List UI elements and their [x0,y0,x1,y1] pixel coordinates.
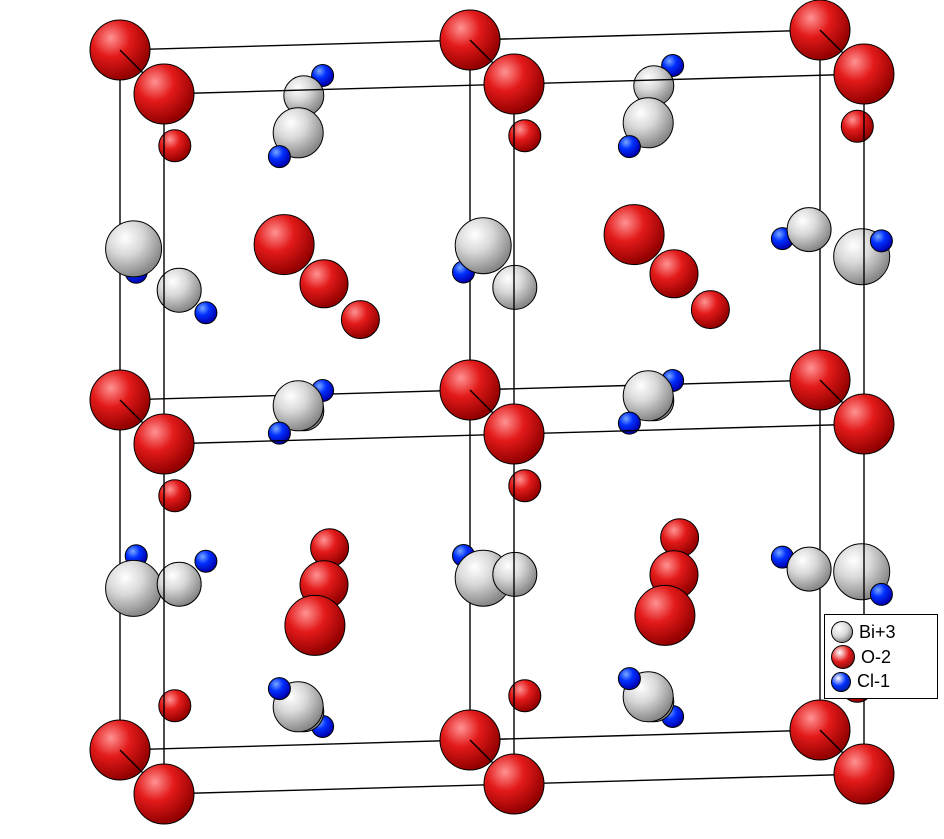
atom-Bi [106,221,162,277]
atom-O [300,260,348,308]
atom-O [484,54,544,114]
atom-O [604,205,664,265]
atom-Cl [618,668,640,690]
legend-box: Bi+3 O-2 Cl-1 [824,614,938,699]
atom-O [691,291,729,329]
atom-Cl [268,146,290,168]
atom-O [834,44,894,104]
atom-O_small [841,110,873,142]
atom-Cl [195,302,217,324]
atom-Cl [618,136,640,158]
legend-swatch [831,672,851,692]
legend-swatch [831,621,853,643]
atom-O [134,64,194,124]
atom-Bi [787,208,831,252]
atom-Cl [870,230,892,252]
atom-O [285,595,345,655]
atom-O [484,754,544,814]
atom-O [484,404,544,464]
crystal-structure-scene [0,0,944,839]
atom-O [341,301,379,339]
atom-O [134,764,194,824]
atom-Bi [493,265,537,309]
legend-label: Cl-1 [857,671,890,692]
legend-swatch [831,645,855,669]
legend-row-O-2: O-2 [831,645,931,669]
legend-row-Bi+3: Bi+3 [831,621,931,643]
atom-Bi [787,547,831,591]
atom-O [134,414,194,474]
atom-O [834,394,894,454]
atom-O [635,585,695,645]
atom-O [254,215,314,275]
atom-Cl [870,583,892,605]
atom-Cl [268,678,290,700]
legend-label: O-2 [861,647,891,668]
legend-row-Cl-1: Cl-1 [831,671,931,692]
atom-O [834,744,894,804]
atom-Bi [106,560,162,616]
atom-O [650,250,698,298]
atom-Bi [493,552,537,596]
legend-label: Bi+3 [859,622,896,643]
atom-Cl [195,550,217,572]
atom-Bi [455,218,511,274]
